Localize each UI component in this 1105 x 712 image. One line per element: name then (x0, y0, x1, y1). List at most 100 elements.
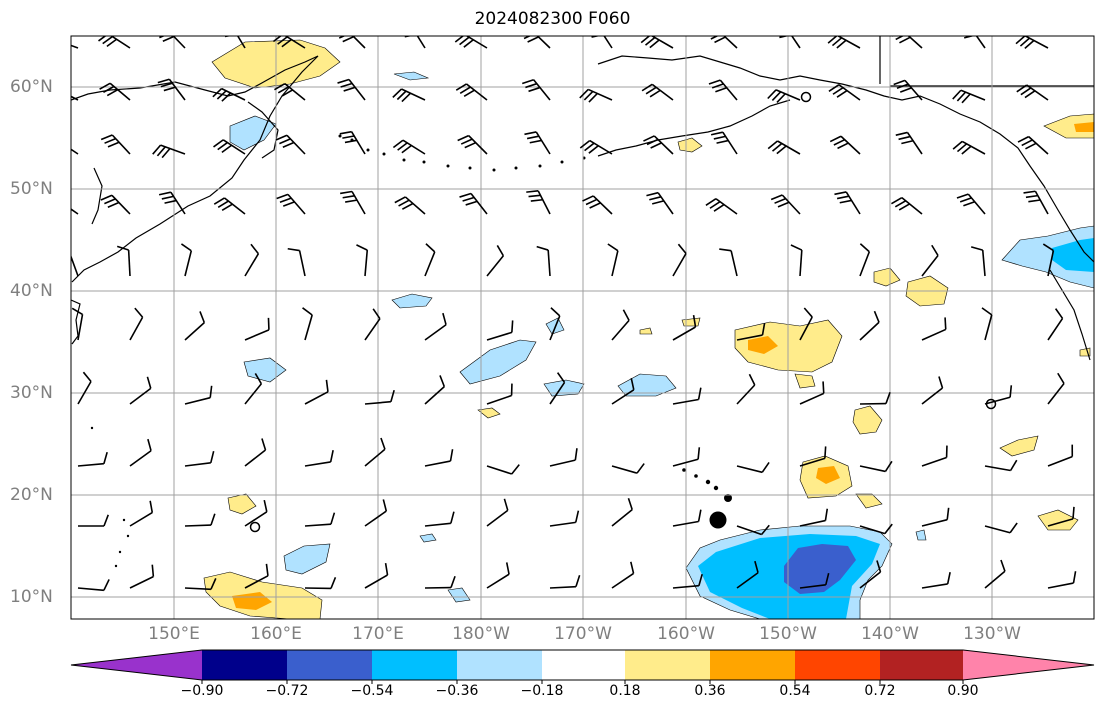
anomaly-region (229, 115, 277, 151)
wind-barb (184, 450, 215, 467)
wind-barb (364, 308, 381, 341)
lon-label-170e: 170°E (352, 624, 404, 644)
lat-label-40n: 40°N (10, 281, 53, 301)
wind-barb (272, 36, 306, 49)
anomaly-region (1074, 122, 1094, 132)
wind-barb (549, 574, 581, 589)
colorbar-segment (880, 650, 963, 680)
map-frame (70, 35, 1095, 620)
wind-barb (184, 385, 213, 405)
wind-barb (859, 460, 893, 473)
wind-barb (1047, 571, 1077, 589)
wind-barb (159, 36, 186, 49)
wind-barb (799, 446, 827, 467)
wind-barb (424, 243, 436, 277)
wind-barb (708, 79, 738, 101)
wind-barb (640, 36, 674, 49)
wind-barb (611, 309, 630, 341)
wind-barb (424, 511, 455, 527)
wind-barb (486, 383, 513, 405)
wind-barb (710, 131, 738, 155)
wind-barb (799, 307, 813, 341)
colorbar-tick-label: 0.36 (694, 683, 726, 699)
wind-barb (1047, 372, 1065, 405)
wind-barb (184, 513, 216, 527)
wind-barb (672, 387, 702, 405)
wind-barb (641, 83, 674, 101)
wind-barb (524, 131, 551, 155)
wind-barb (457, 134, 488, 155)
wind-barb (364, 499, 388, 527)
wind-barb (549, 448, 578, 467)
wind-barb (77, 451, 108, 467)
wind-barb (549, 307, 561, 341)
wind-barb (549, 510, 580, 527)
coastline-west-us (1049, 269, 1091, 361)
wind-barbs (71, 36, 1077, 592)
lon-label-150e: 150°E (148, 624, 200, 644)
anomaly-region (915, 529, 927, 541)
calm-wind-marker (985, 398, 997, 410)
lon-label-140w: 140°W (861, 624, 919, 644)
wind-barb (486, 498, 509, 527)
wind-barb (71, 254, 79, 277)
wind-barb (129, 307, 144, 341)
colorbar-tick-label: −0.72 (265, 683, 309, 699)
wind-barb (859, 243, 871, 277)
anomaly-region (393, 71, 430, 81)
lat-label-20n: 20°N (10, 485, 53, 505)
wind-barb (99, 82, 131, 101)
wind-barb (424, 312, 447, 341)
anomaly-region (852, 405, 883, 435)
coastline-alaska-peninsula (597, 99, 791, 157)
wind-barb (921, 445, 948, 467)
wind-barb (891, 196, 923, 215)
wind-barb (454, 36, 488, 49)
wind-barb (952, 140, 986, 155)
wind-barb (486, 245, 505, 277)
wind-barb (340, 190, 366, 215)
wind-barb (859, 560, 882, 589)
wind-barb (71, 44, 79, 49)
wind-barb (364, 437, 386, 467)
coastline-asia (71, 55, 319, 283)
wind-barb (275, 134, 306, 155)
wind-barb (956, 193, 986, 215)
wind-barb (304, 450, 334, 467)
colorbar-tick-label: −0.18 (520, 683, 564, 699)
wind-barb (981, 307, 993, 341)
lat-label-30n: 30°N (10, 383, 53, 403)
wind-barb (672, 315, 697, 341)
wind-barb (707, 36, 738, 49)
colorbar-segment (625, 650, 710, 680)
wind-barb (1016, 84, 1049, 101)
wind-barb (455, 83, 488, 101)
anomaly-region (639, 327, 653, 335)
wind-barb (672, 573, 703, 589)
wind-barb (549, 372, 566, 405)
wind-barb (829, 135, 861, 155)
wind-barb (859, 391, 891, 405)
lat-label-50n: 50°N (10, 179, 53, 199)
calm-wind-marker (800, 91, 812, 103)
wind-barb (921, 507, 950, 527)
wind-barb (1047, 444, 1074, 467)
wind-barb (779, 36, 801, 49)
wind-barb (459, 192, 488, 215)
wind-barb (607, 243, 619, 277)
wind-barb (244, 563, 269, 589)
wind-barb (611, 463, 645, 474)
anomaly-region (1037, 509, 1079, 531)
anomaly-region (873, 267, 901, 287)
colorbar-segment (710, 650, 795, 680)
wind-barb (891, 36, 923, 49)
wind-barb (158, 191, 186, 215)
anomaly-region (816, 466, 840, 484)
lon-label-130w: 130°W (963, 624, 1021, 644)
colorbar-segment (202, 650, 287, 680)
wind-barb (276, 193, 306, 215)
wind-barb (129, 564, 155, 589)
wind-barb (736, 323, 766, 341)
wind-barb (424, 449, 454, 467)
wind-barb (100, 134, 131, 155)
